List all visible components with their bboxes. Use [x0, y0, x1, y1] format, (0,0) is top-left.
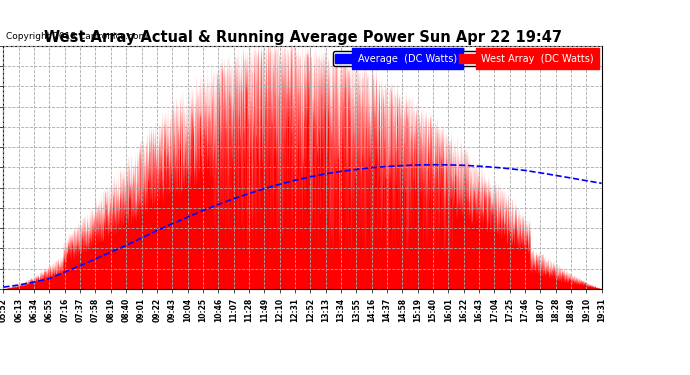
Title: West Array Actual & Running Average Power Sun Apr 22 19:47: West Array Actual & Running Average Powe… — [43, 30, 562, 45]
Legend: Average  (DC Watts), West Array  (DC Watts): Average (DC Watts), West Array (DC Watts… — [333, 51, 597, 66]
Text: Copyright 2018 Cartronics.com: Copyright 2018 Cartronics.com — [6, 32, 147, 41]
